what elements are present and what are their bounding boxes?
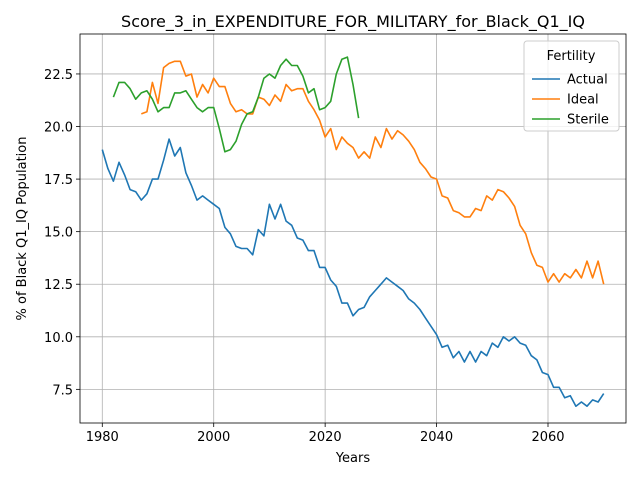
x-tick-label: 2060 [531,430,564,445]
y-axis-title: % of Black Q1_IQ Population [15,137,30,321]
legend-label-actual: Actual [567,73,608,88]
y-tick-label: 17.5 [44,173,73,188]
series-line-ideal [141,60,605,285]
y-tick-label: 12.5 [44,278,73,293]
y-tick-label: 15.0 [44,226,73,241]
series-lines [101,56,605,408]
chart-title: Score_3_in_EXPENDITURE_FOR_MILITARY_for_… [121,12,585,32]
y-tick-label: 10.0 [44,331,73,346]
legend-title: Fertility [547,49,596,64]
legend-box [523,40,620,132]
legend: Fertility Actual Ideal Sterile [523,40,620,132]
series-line-actual [101,138,605,408]
y-tick-label: 20.0 [44,121,73,136]
x-axis: 1980 2000 2020 2040 2060 [86,423,565,445]
plot-frame [79,33,627,424]
legend-entries: Actual Ideal Sterile [532,73,609,128]
y-axis: 7.5 10.0 12.5 15.0 17.5 20.0 22.5 [44,68,80,398]
x-axis-title: Years [335,451,371,466]
series-line-sterile [112,56,360,153]
grid-lines [80,34,626,423]
legend-label-ideal: Ideal [567,93,599,108]
y-tick-label: 7.5 [52,383,73,398]
x-tick-label: 2040 [420,430,453,445]
x-tick-label: 2000 [197,430,230,445]
y-tick-label: 22.5 [44,68,73,83]
x-tick-label: 2020 [309,430,342,445]
x-tick-label: 1980 [86,430,119,445]
legend-label-sterile: Sterile [567,113,609,128]
